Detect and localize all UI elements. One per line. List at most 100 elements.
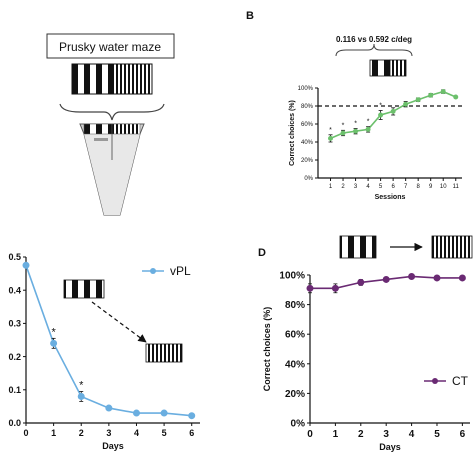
panel-c-chart: 0.0 0.1 0.2 0.3 0.4 0.5 0 1 2 3 4 5 6 Days vPL * * xyxy=(8,252,200,451)
brace-b xyxy=(335,43,413,57)
x-tick-label-C: 2 xyxy=(79,428,84,438)
x-tick-label-D: 5 xyxy=(434,429,440,440)
y-tick-label-C: 0.4 xyxy=(8,285,21,295)
x-tick-label-D: 0 xyxy=(307,429,313,440)
x-tick-label-C: 5 xyxy=(162,428,167,438)
x-tick-label-B: 8 xyxy=(417,184,421,190)
significance-mark-B: * xyxy=(354,121,357,128)
data-point-C xyxy=(77,392,85,400)
y-tick-label-D: 40% xyxy=(285,359,305,370)
data-point-B xyxy=(428,92,434,98)
x-tick-label-C: 1 xyxy=(51,428,56,438)
data-point-D xyxy=(357,278,365,286)
significance-mark-C: * xyxy=(79,379,84,391)
data-point-B xyxy=(403,101,409,107)
y-tick-label-D: 100% xyxy=(279,271,305,282)
y-tick-label-B: 60% xyxy=(301,122,314,128)
grating-d xyxy=(339,235,473,259)
data-point-D xyxy=(306,284,314,292)
y-tick-label-C: 0.1 xyxy=(8,385,21,395)
x-tick-label-B: 3 xyxy=(354,184,358,190)
data-point-D xyxy=(458,274,466,282)
y-tick-label-C: 0.2 xyxy=(8,352,21,362)
data-point-C xyxy=(188,412,196,420)
x-tick-label-B: 9 xyxy=(429,184,433,190)
y-tick-label-B: 100% xyxy=(298,86,314,92)
x-tick-label-B: 6 xyxy=(391,184,395,190)
data-point-D xyxy=(382,275,390,283)
x-tick-label-B: 7 xyxy=(404,184,408,190)
brace xyxy=(59,103,165,121)
x-tick-label-D: 4 xyxy=(409,429,415,440)
legend-marker-C xyxy=(150,268,156,274)
x-tick-label-C: 6 xyxy=(189,428,194,438)
data-point-B xyxy=(378,112,384,118)
y-tick-label-C: 0.0 xyxy=(8,418,21,428)
x-tick-label-B: 10 xyxy=(440,184,447,190)
data-point-B xyxy=(415,97,421,103)
y-tick-label-D: 0% xyxy=(291,419,306,430)
grating-b xyxy=(369,59,407,77)
x-tick-label-B: 11 xyxy=(453,184,460,190)
data-point-B xyxy=(365,126,371,132)
x-axis-label-D: Days xyxy=(379,442,401,452)
y-tick-label-C: 0.5 xyxy=(8,252,21,262)
data-point-B xyxy=(353,128,359,134)
data-point-C xyxy=(160,409,168,417)
panel-letter-b: B xyxy=(246,10,254,22)
y-axis-label-D: Correct choices (%) xyxy=(262,307,272,392)
y-tick-label-B: 40% xyxy=(301,140,314,146)
data-point-C xyxy=(22,261,30,269)
data-point-B xyxy=(390,108,396,114)
y-tick-label-D: 80% xyxy=(285,300,305,311)
annotation-b: 0.116 vs 0.592 c/deg xyxy=(336,35,412,44)
series-line-C xyxy=(25,265,192,417)
x-tick-label-B: 2 xyxy=(341,184,345,190)
x-tick-label-D: 1 xyxy=(333,429,339,440)
legend-label-D: CT xyxy=(452,374,469,388)
data-point-D xyxy=(408,272,416,280)
x-tick-label-B: 4 xyxy=(366,184,370,190)
x-axis-label-B: Sessions xyxy=(375,194,406,201)
legend-label-C: vPL xyxy=(170,264,191,278)
panel-d-chart: D 0% 20% 40% 60% 80% 100% 0 1 2 3 4 5 6 Days Correct c… xyxy=(258,235,473,452)
x-tick-label-C: 3 xyxy=(106,428,111,438)
data-point-D xyxy=(331,284,339,292)
arrow-c xyxy=(91,301,147,343)
x-tick-label-D: 3 xyxy=(383,429,389,440)
data-point-D xyxy=(433,274,441,282)
maze-title-box xyxy=(46,33,175,59)
maze-title: Prusky water maze xyxy=(59,40,161,54)
significance-mark-B: * xyxy=(367,119,370,126)
significance-mark-B: * xyxy=(329,127,332,134)
legend-marker-D xyxy=(432,378,438,384)
y-tick-label-D: 20% xyxy=(285,389,305,400)
x-tick-label-D: 6 xyxy=(460,429,466,440)
data-point-C xyxy=(105,404,113,412)
data-point-C xyxy=(132,409,140,417)
grating-stimulus xyxy=(71,63,153,95)
x-tick-label-D: 2 xyxy=(358,429,364,440)
x-tick-label-C: 0 xyxy=(23,428,28,438)
data-point-C xyxy=(50,339,58,347)
grating-c-coarse xyxy=(63,279,105,299)
x-axis-label-C: Days xyxy=(102,441,124,451)
x-tick-label-B: 5 xyxy=(379,184,383,190)
x-tick-label-C: 4 xyxy=(134,428,139,438)
y-tick-label-B: 0% xyxy=(304,176,313,182)
significance-mark-C: * xyxy=(51,326,56,338)
data-point-B xyxy=(340,130,346,136)
panel-letter-d: D xyxy=(258,247,266,259)
significance-mark-B: * xyxy=(342,122,345,129)
grating-c-fine xyxy=(145,343,183,363)
panel-b-chart: B 0.116 vs 0.592 c/deg 0% 20% 40% 60% 80% 100… xyxy=(246,10,462,201)
x-tick-label-B: 1 xyxy=(329,184,333,190)
data-point-B xyxy=(453,94,459,100)
data-point-B xyxy=(328,135,334,141)
y-tick-label-C: 0.3 xyxy=(8,319,21,329)
platform xyxy=(94,138,108,141)
y-axis-label-B: Correct choices (%) xyxy=(289,100,296,166)
significance-mark-B: * xyxy=(379,103,382,110)
data-point-B xyxy=(440,89,446,95)
